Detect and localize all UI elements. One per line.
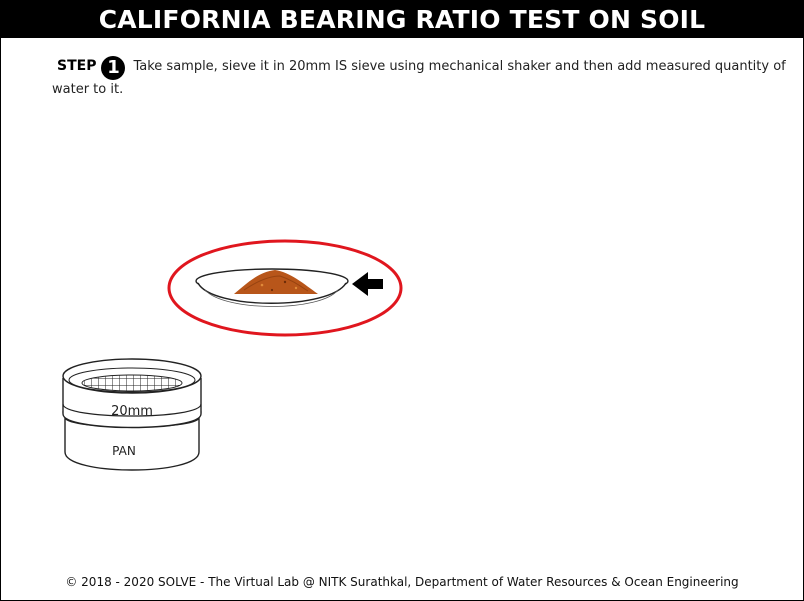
soil-sample: [234, 270, 318, 294]
soil-dish[interactable]: [195, 268, 349, 307]
sieve-mesh: [81, 374, 183, 392]
arrow-left-icon: [352, 272, 383, 296]
sieve-stack[interactable]: 20mm PAN: [62, 358, 202, 471]
step-instruction-text: Take sample, sieve it in 20mm IS sieve u…: [52, 59, 786, 97]
sieve-label: 20mm: [111, 404, 153, 419]
step-instruction-block: STEP 1 Take sample, sieve it in 20mm IS si…: [52, 56, 792, 100]
sieve-20mm: [62, 358, 202, 429]
step-number-badge: 1: [101, 56, 126, 80]
pan-label: PAN: [112, 444, 136, 458]
highlight-circle: [167, 239, 403, 337]
step-label: STEP: [57, 58, 97, 74]
page-title: CALIFORNIA BEARING RATIO TEST ON SOIL: [1, 1, 803, 38]
footer-copyright: © 2018 - 2020 SOLVE - The Virtual Lab @ …: [65, 575, 739, 589]
